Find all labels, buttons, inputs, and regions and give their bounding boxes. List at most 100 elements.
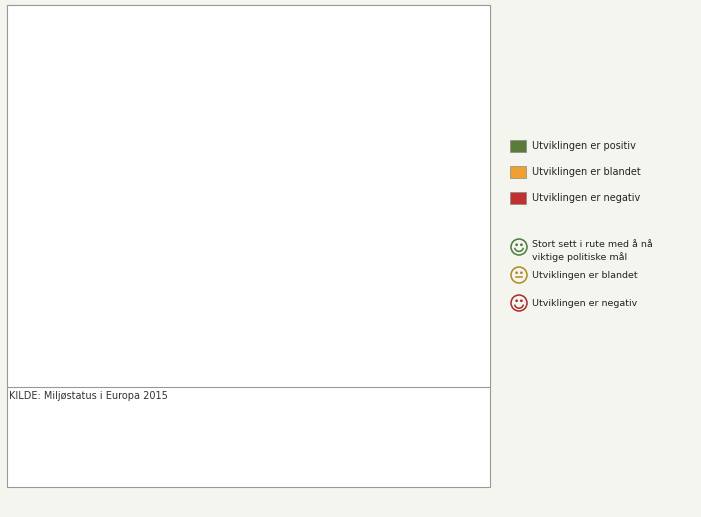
Text: Vannkvalitet og næringsinnhold: Vannkvalitet og næringsinnhold: [11, 105, 156, 114]
Text: Klimaendringer og konsekvenser for helsa: Klimaendringer og konsekvenser for helsa: [11, 360, 203, 369]
Text: Luft-, jord- og vannforurensning fra industrien: Luft-, jord- og vannforurensning fra ind…: [11, 255, 219, 264]
Bar: [7, 162, 490, 177]
Text: Økologisk status for ferskvannsforekomster: Økologisk status for ferskvannsforekomst…: [11, 90, 207, 99]
Bar: [302, 192, 360, 207]
Text: Stort sett i rute med å nå: Stort sett i rute med å nå: [532, 240, 653, 249]
Text: /: /: [453, 210, 456, 219]
Circle shape: [455, 227, 456, 229]
Bar: [302, 132, 360, 147]
Bar: [7, 222, 490, 237]
Bar: [7, 132, 490, 147]
Text: Luftforurensning og konsekvenser for helsa: Luftforurensning og konsekvenser for hel…: [11, 315, 207, 324]
Bar: [510, 140, 526, 152]
Bar: [360, 72, 418, 87]
Circle shape: [521, 300, 522, 301]
Text: -: -: [387, 329, 391, 340]
Text: Utviklingen er positiv: Utviklingen er positiv: [532, 141, 636, 151]
Bar: [7, 102, 490, 117]
Text: Utviklingen er blandet: Utviklingen er blandet: [532, 270, 638, 280]
Bar: [7, 5, 490, 487]
Bar: [302, 177, 360, 192]
Circle shape: [455, 63, 456, 64]
Bar: [360, 222, 418, 237]
Circle shape: [455, 242, 456, 244]
Bar: [360, 57, 418, 72]
Bar: [7, 87, 490, 102]
Bar: [302, 147, 360, 162]
Circle shape: [446, 212, 447, 214]
Text: Ingen mål: Ingen mål: [431, 149, 477, 159]
Text: Om
20+ år: Om 20+ år: [371, 13, 407, 34]
Bar: [302, 237, 360, 252]
Bar: [302, 207, 360, 222]
Bar: [360, 117, 418, 132]
Circle shape: [461, 212, 462, 214]
Bar: [7, 312, 490, 327]
Bar: [360, 327, 418, 342]
Circle shape: [452, 108, 453, 109]
Bar: [7, 252, 490, 267]
Bar: [7, 42, 490, 57]
Bar: [302, 297, 360, 312]
Text: Ingen mål: Ingen mål: [431, 344, 477, 355]
Text: Støyforurensning (særlig i bystrøk): Støyforurensning (særlig i bystrøk): [11, 330, 169, 339]
Text: Effektivressursbruk og materialutnyttelse: Effektivressursbruk og materialutnyttels…: [11, 180, 200, 189]
Bar: [302, 357, 360, 372]
Text: Klimagassutslipp og utslippsreduksjoner: Klimagassutslipp og utslippsreduksjoner: [11, 210, 193, 219]
Text: Vern mot helsetrusler knyttet til miljøforurensning: Vern mot helsetrusler knyttet til miljøf…: [12, 284, 257, 295]
Circle shape: [521, 272, 522, 273]
Bar: [302, 87, 360, 102]
Bar: [302, 222, 360, 237]
Bar: [360, 252, 418, 267]
Bar: [302, 327, 360, 342]
Bar: [302, 72, 360, 87]
Text: Energiforbruk og bruk av fossile brensler: Energiforbruk og bruk av fossile brensle…: [11, 225, 196, 234]
Bar: [7, 147, 490, 162]
Bar: [7, 237, 490, 252]
Text: Utviklingen er negativ: Utviklingen er negativ: [532, 298, 637, 308]
Text: Biologisk mangfold på land og i ferskvann: Biologisk mangfold på land og i ferskvan…: [11, 59, 201, 69]
Bar: [360, 372, 418, 387]
Text: Effektiv ressursbruk og økonomi med lave utslipp: Effektiv ressursbruk og økonomi med lave…: [12, 164, 254, 175]
Circle shape: [455, 257, 456, 258]
Bar: [7, 342, 490, 357]
Text: Luftforurensning og konsekvenser for økosystemer: Luftforurensning og konsekvenser for øko…: [11, 120, 242, 129]
Bar: [7, 57, 490, 72]
Text: Om
5-10 år: Om 5-10 år: [312, 13, 350, 34]
Circle shape: [452, 197, 453, 199]
Text: Utviklingen er negativ: Utviklingen er negativ: [532, 193, 640, 203]
Bar: [360, 87, 418, 102]
Text: /: /: [453, 375, 456, 384]
Bar: [360, 132, 418, 147]
Bar: [7, 5, 490, 387]
Text: Vannforurensning og konsekvenser for helsa: Vannforurensning og konsekvenser for hel…: [11, 300, 212, 309]
Text: Ingen mål: Ingen mål: [431, 359, 477, 370]
Circle shape: [452, 93, 453, 94]
Bar: [7, 117, 490, 132]
Circle shape: [516, 244, 517, 246]
Text: Ingen mål: Ingen mål: [431, 74, 477, 84]
Circle shape: [516, 300, 517, 301]
Bar: [7, 192, 490, 207]
Text: Arealbruk og jordfunksjoner: Arealbruk og jordfunksjoner: [11, 75, 137, 84]
Text: /: /: [453, 300, 456, 309]
Circle shape: [452, 257, 453, 258]
Bar: [360, 357, 418, 372]
Bar: [302, 372, 360, 387]
Text: Utviklingen er blandet: Utviklingen er blandet: [532, 167, 641, 177]
Bar: [360, 102, 418, 117]
Circle shape: [516, 272, 517, 273]
Circle shape: [455, 123, 456, 124]
Bar: [302, 102, 360, 117]
Text: Klimaendringers konsekvenser for økosystemer: Klimaendringers konsekvenser for økosyst…: [11, 150, 226, 159]
Circle shape: [452, 227, 453, 229]
Bar: [360, 267, 418, 282]
Circle shape: [458, 212, 459, 214]
Text: viktige politiske mål: viktige politiske mål: [532, 253, 627, 263]
Text: KILDE: Miljøstatus i Europa 2015: KILDE: Miljøstatus i Europa 2015: [9, 391, 168, 401]
Circle shape: [455, 197, 456, 199]
Bar: [7, 372, 490, 387]
Bar: [7, 327, 490, 342]
Circle shape: [455, 93, 456, 94]
Bar: [7, 267, 490, 282]
